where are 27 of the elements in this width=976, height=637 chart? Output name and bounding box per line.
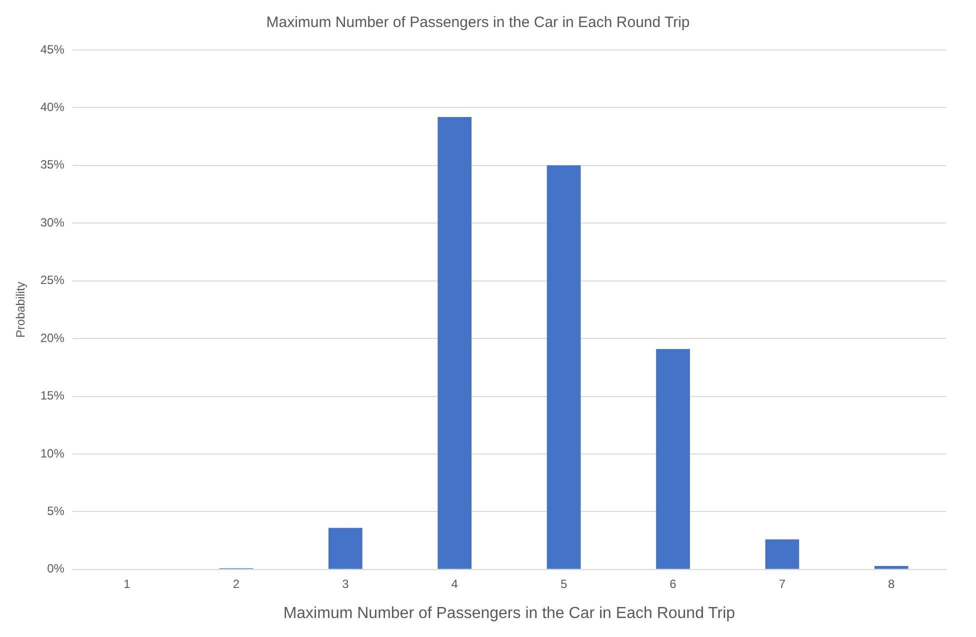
bar (765, 539, 800, 569)
y-tick-label: 15% (40, 388, 65, 403)
bar (546, 165, 581, 569)
y-tick-label: 0% (47, 562, 65, 576)
y-tick-label: 10% (40, 446, 65, 460)
y-tick-label: 25% (40, 273, 65, 288)
y-tick-label: 45% (40, 42, 65, 56)
bar (328, 528, 362, 569)
y-tick-label: 35% (40, 158, 65, 172)
x-tick-label: 8 (888, 576, 896, 591)
bar (656, 348, 690, 569)
y-axis-title: Probability (14, 282, 28, 338)
bar (438, 116, 472, 569)
y-tick-label: 20% (40, 330, 65, 345)
y-tick-label: 5% (47, 504, 65, 518)
x-tick-label: 4 (451, 576, 458, 591)
x-tick-label: 5 (560, 576, 568, 591)
x-tick-label: 3 (342, 576, 350, 591)
y-tick-label: 30% (40, 215, 65, 230)
x-axis-title: Maximum Number of Passengers in the Car in Each Round Trip (283, 604, 736, 622)
bar (874, 566, 908, 569)
x-tick-label: 2 (232, 576, 240, 591)
x-tick-label: 1 (124, 576, 131, 591)
x-tick-label: 6 (670, 576, 677, 591)
chart-title: Maximum Number of Passengers in the Car in Each Round Trip (266, 14, 690, 32)
y-tick-label: 40% (40, 100, 65, 114)
x-tick-label: 7 (778, 576, 786, 591)
